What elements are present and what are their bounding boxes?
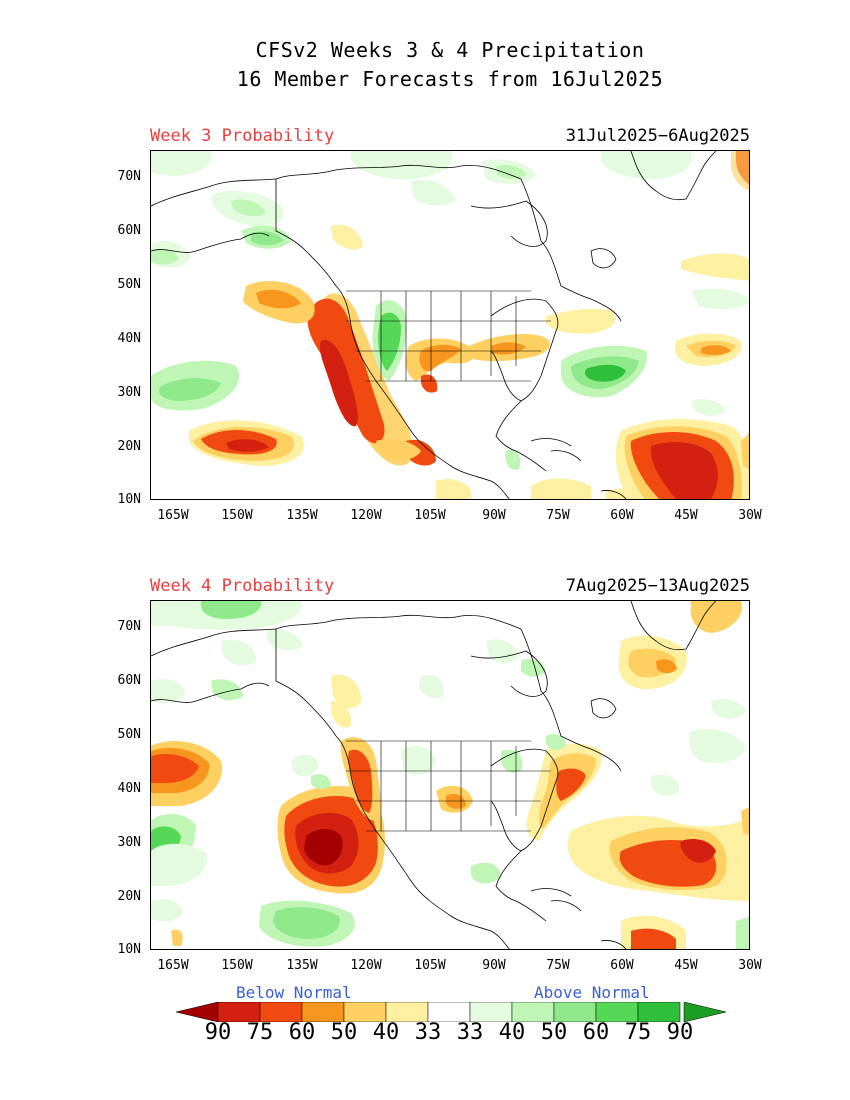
lon-label-90w: 90W [482,508,506,523]
lon-label-165w: 165W [157,958,189,973]
lon-label-150w: 150W [221,508,253,523]
lat-label-30n: 30N [117,835,141,850]
lat-label-50n: 50N [117,727,141,742]
color-legend-bar [176,1002,726,1022]
legend-value-above-75: 75 [624,1020,652,1045]
legend-color-boxes [217,1002,681,1022]
week4-map [150,600,750,950]
lon-label-165w: 165W [157,508,189,523]
lat-label-20n: 20N [117,889,141,904]
lon-label-120w: 120W [350,958,382,973]
legend-box-below-60 [259,1002,303,1022]
legend-box-above-50 [553,1002,597,1022]
week3-state-borders [346,290,551,382]
week4-probability-label: Week 4 Probability [150,576,335,596]
lat-label-10n: 10N [117,492,141,507]
lat-label-70n: 70N [117,619,141,634]
week3-coastlines [151,151,717,499]
lon-label-75w: 75W [546,958,570,973]
week4-date-range: 7Aug2025−13Aug2025 [565,576,750,596]
week3-probability-label: Week 3 Probability [150,126,335,146]
lat-label-70n: 70N [117,169,141,184]
lat-label-40n: 40N [117,331,141,346]
week4-state-borders [346,740,551,832]
lat-label-50n: 50N [117,277,141,292]
lon-label-30w: 30W [738,958,762,973]
lat-label-60n: 60N [117,673,141,688]
lon-label-60w: 60W [610,958,634,973]
legend-value-below-33: 33 [414,1020,442,1045]
week3-date-range: 31Jul2025−6Aug2025 [565,126,750,146]
lat-label-60n: 60N [117,223,141,238]
legend-value-above-90: 90 [666,1020,694,1045]
lon-label-60w: 60W [610,508,634,523]
legend-value-below-40: 40 [372,1020,400,1045]
legend-box-below-40 [343,1002,387,1022]
legend-box-above-33 [469,1002,513,1022]
week3-map [150,150,750,500]
legend-box-below-75 [217,1002,261,1022]
above-normal-label: Above Normal [534,983,650,1002]
week4-map-svg [151,601,749,949]
lon-label-45w: 45W [674,958,698,973]
legend-value-above-33: 33 [456,1020,484,1045]
lon-label-135w: 135W [286,958,318,973]
legend-box-neutral [427,1002,471,1022]
lat-label-10n: 10N [117,942,141,957]
lon-label-90w: 90W [482,958,506,973]
lat-label-30n: 30N [117,385,141,400]
lat-label-40n: 40N [117,781,141,796]
lon-label-105w: 105W [414,958,446,973]
legend-value-above-60: 60 [582,1020,610,1045]
legend-value-below-50: 50 [330,1020,358,1045]
lon-label-105w: 105W [414,508,446,523]
week4-coastlines [151,601,717,949]
legend-right-arrow [683,1002,726,1022]
legend-box-above-75 [637,1002,681,1022]
legend-box-above-40 [511,1002,555,1022]
lon-label-75w: 75W [546,508,570,523]
chart-subtitle: 16 Member Forecasts from 16Jul2025 [236,67,664,91]
legend-box-above-60 [595,1002,639,1022]
legend-left-arrow [176,1002,219,1022]
legend-box-below-33 [385,1002,429,1022]
legend-value-below-60: 60 [288,1020,316,1045]
lat-label-20n: 20N [117,439,141,454]
week3-map-svg [151,151,749,499]
lon-label-30w: 30W [738,508,762,523]
chart-title: CFSv2 Weeks 3 & 4 Precipitation [255,38,645,62]
lon-label-120w: 120W [350,508,382,523]
week3-probability-shading [151,151,749,499]
legend-value-above-40: 40 [498,1020,526,1045]
legend-box-below-50 [301,1002,345,1022]
legend-value-above-50: 50 [540,1020,568,1045]
legend-value-below-90: 90 [204,1020,232,1045]
lon-label-150w: 150W [221,958,253,973]
lon-label-135w: 135W [286,508,318,523]
below-normal-label: Below Normal [236,983,352,1002]
legend-value-below-75: 75 [246,1020,274,1045]
lon-label-45w: 45W [674,508,698,523]
week4-probability-shading [151,601,749,949]
